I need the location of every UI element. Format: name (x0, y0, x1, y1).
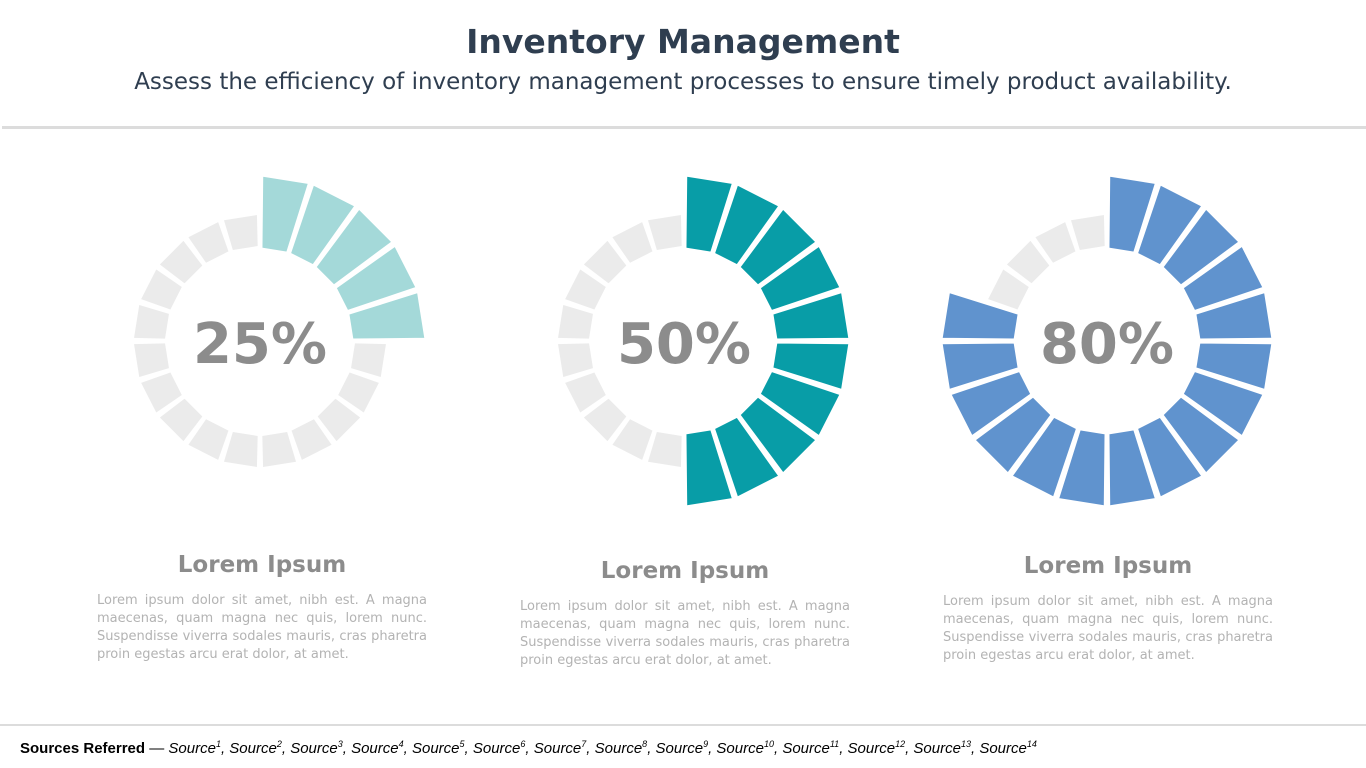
source-ref: Source3 (290, 739, 343, 757)
gauge-track-segment (224, 432, 258, 467)
gauge-track-segment (141, 372, 182, 413)
gauge-track-segment (224, 215, 258, 250)
source-ref: Source4 (351, 739, 404, 757)
gauge-value-segment (757, 368, 844, 440)
source-ref: Source8 (594, 739, 648, 757)
gauge-value-segment (1193, 289, 1275, 342)
gauge-track-segment (583, 398, 627, 442)
gauge-value-segment (683, 173, 736, 255)
gauge-track-segment (291, 419, 332, 460)
source-ref: Source7 (533, 739, 587, 757)
gauge-value-segment (1106, 173, 1159, 255)
sources-label: Sources Referred (20, 740, 146, 757)
gauge-value-segment (683, 427, 736, 509)
gauge-value-segment (1159, 205, 1243, 289)
gauge-track-segment (262, 432, 296, 467)
gauge-track-segment (612, 419, 653, 460)
gauge-value-segment (736, 205, 820, 289)
gauge-value-segment (1008, 414, 1080, 501)
gauge-track-segment (134, 343, 169, 377)
gauge-value-segment (971, 393, 1055, 477)
gauge-value-segment (1159, 393, 1243, 477)
gauge-value-segment (333, 242, 420, 314)
gauge-track-segment (141, 269, 182, 310)
gauge-track-segment (988, 269, 1029, 310)
gauge-track-segment (188, 222, 229, 263)
source-ref: Source14 (979, 739, 1037, 757)
card-3: Lorem Ipsum Lorem ipsum dolor sit amet, … (943, 553, 1273, 665)
gauge-3: 80% (939, 173, 1275, 509)
source-ref: Source6 (472, 739, 526, 757)
gauge-value-segment (947, 368, 1034, 440)
card-text: Lorem ipsum dolor sit amet, nibh est. A … (520, 599, 850, 668)
card-title: Lorem Ipsum (1023, 553, 1193, 579)
gauge-track-segment (351, 343, 386, 377)
gauge-track-segment (558, 305, 593, 339)
source-ref: Source9 (655, 739, 709, 757)
top-divider (2, 126, 1366, 129)
gauge-value-segment (346, 289, 428, 342)
card-2: Lorem Ipsum Lorem ipsum dolor sit amet, … (520, 558, 850, 670)
page-title: Inventory Management (466, 22, 900, 61)
gauge-value-segment (939, 289, 1021, 342)
gauge-value-segment (312, 205, 396, 289)
gauge-track-segment (134, 305, 169, 339)
gauge-value-segment (736, 393, 820, 477)
gauge-track-segment (558, 343, 593, 377)
gauge-track-segment (565, 372, 606, 413)
source-ref: Source2 (229, 739, 282, 757)
gauge-track-segment (338, 372, 379, 413)
gauge-track-segment (1035, 222, 1076, 263)
gauge-value-segment (287, 181, 359, 268)
gauge-track-segment (317, 398, 361, 442)
gauge-track-segment (159, 398, 203, 442)
gauge-2: 50% (558, 173, 852, 509)
source-ref: Source10 (716, 739, 774, 757)
gauge-track-segment (1006, 240, 1050, 284)
gauge-track-segment (159, 240, 203, 284)
gauge-track-segment (648, 215, 682, 250)
gauge-track-segment (188, 419, 229, 460)
card-1: Lorem Ipsum Lorem ipsum dolor sit amet, … (97, 552, 427, 664)
gauge-value-segment (259, 173, 312, 255)
gauge-value-segment (1193, 340, 1275, 393)
source-ref: Source11 (782, 739, 840, 757)
gauge-track-segment (565, 269, 606, 310)
gauge-track-segment (583, 240, 627, 284)
gauge-charts: 25% 50% 80% (134, 173, 1275, 509)
gauge-value-segment (939, 340, 1021, 393)
gauge-value-segment (1106, 427, 1159, 509)
card-title: Lorem Ipsum (177, 552, 347, 578)
gauge-1: 25% (134, 173, 428, 467)
gauge-value-segment (770, 289, 852, 342)
bottom-divider (0, 724, 1366, 726)
gauge-track-segment (1071, 215, 1105, 250)
gauge-percent-label: 50% (617, 312, 751, 377)
page-subtitle: Assess the efficiency of inventory manag… (134, 69, 1232, 95)
gauge-value-segment (1180, 368, 1267, 440)
gauge-value-segment (770, 340, 852, 393)
card-text: Lorem ipsum dolor sit amet, nibh est. A … (943, 594, 1273, 663)
gauge-track-segment (648, 432, 682, 467)
source-ref: Source1 (168, 739, 221, 757)
gauge-percent-label: 25% (193, 312, 327, 377)
gauge-value-segment (757, 242, 844, 314)
gauge-track-segment (612, 222, 653, 263)
gauge-value-segment (1180, 242, 1267, 314)
gauge-percent-label: 80% (1040, 312, 1174, 377)
source-ref: Source12 (847, 739, 906, 757)
gauge-value-segment (1134, 414, 1206, 501)
source-ref: Source13 (913, 739, 971, 757)
gauge-value-segment (711, 181, 783, 268)
gauge-value-segment (1134, 181, 1206, 268)
sources-list: Source1, Source2, Source3, Source4, Sour… (168, 739, 1037, 757)
source-ref: Source5 (411, 739, 465, 757)
card-text: Lorem ipsum dolor sit amet, nibh est. A … (97, 593, 427, 662)
card-title: Lorem Ipsum (600, 558, 770, 584)
gauge-value-segment (711, 414, 783, 501)
sources-separator: — (145, 740, 169, 757)
gauge-value-segment (1055, 427, 1108, 509)
sources-footer: Sources Referred — Source1, Source2, Sou… (20, 739, 1037, 757)
